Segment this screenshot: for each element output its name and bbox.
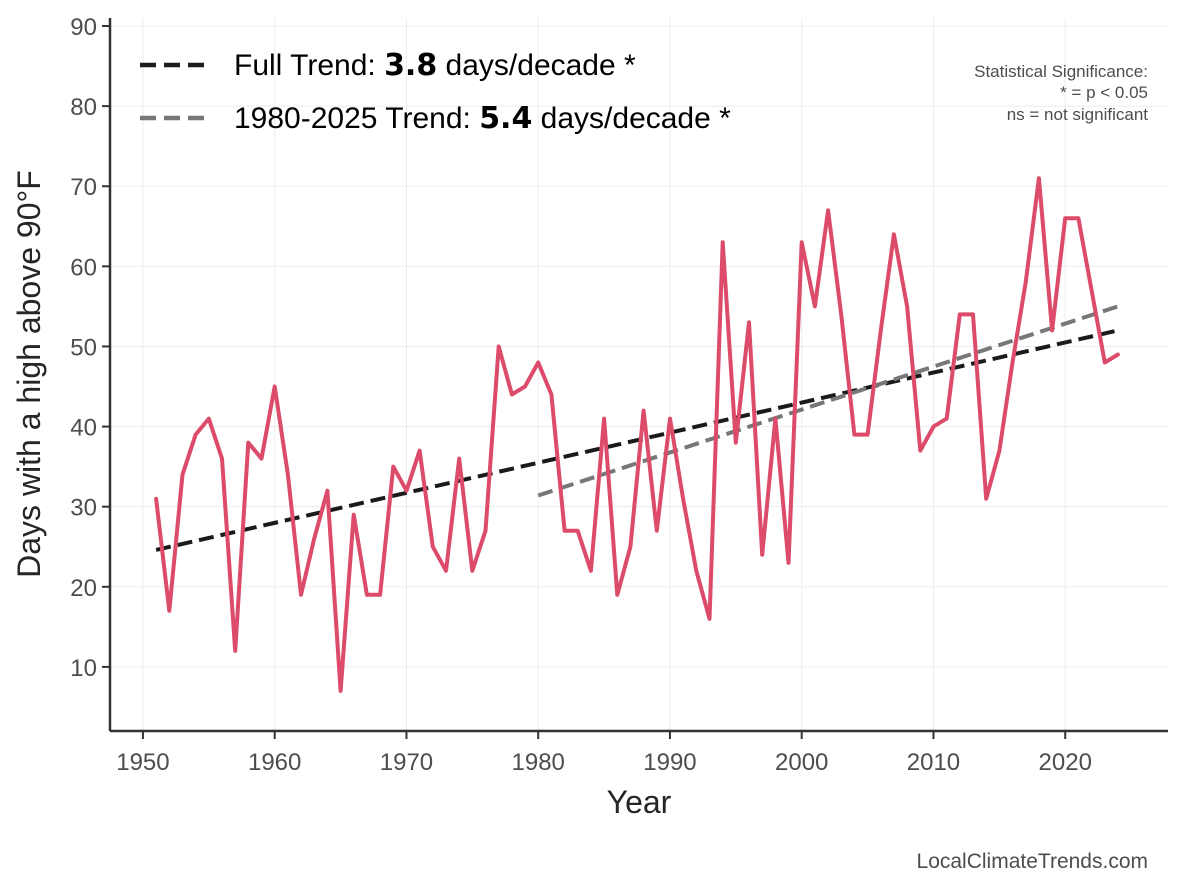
series-line-0: [154, 176, 1120, 693]
y-tick-label: 90: [70, 14, 97, 41]
x-tick-label: 2010: [907, 749, 960, 776]
x-tick-label: 1990: [643, 749, 696, 776]
y-tick-label: 10: [70, 655, 97, 682]
x-axis-title: Year: [607, 784, 672, 820]
legend-label-full-trend: Full Trend: 3.8 days/decade *: [234, 48, 636, 83]
x-tick-label: 1950: [116, 749, 169, 776]
y-tick-label: 60: [70, 254, 97, 281]
legend: Full Trend: 3.8 days/decade * 1980-2025 …: [140, 48, 731, 136]
y-tick-label: 50: [70, 334, 97, 361]
y-tick-label: 70: [70, 174, 97, 201]
y-axis-title: Days with a high above 90°F: [11, 170, 47, 578]
trend-lines: [155, 304, 1119, 552]
legend-label-recent-trend: 1980-2025 Trend: 5.4 days/decade *: [234, 101, 731, 136]
x-tick-label: 1960: [248, 749, 301, 776]
x-tick-label: 1980: [512, 749, 565, 776]
significance-title: Statistical Significance:: [974, 62, 1148, 81]
x-tick-label: 2000: [775, 749, 828, 776]
trend-line-0: [155, 328, 1119, 552]
trend-line-1: [537, 304, 1119, 498]
y-ticks: 10 20 30 40 50 60 70 80 90: [70, 14, 110, 682]
x-ticks: 1950 1960 1970 1980 1990 2000 2010 2020: [116, 731, 1092, 776]
significance-note: Statistical Significance: * = p < 0.05 n…: [974, 62, 1148, 124]
significance-star: * = p < 0.05: [1060, 83, 1148, 102]
y-tick-label: 30: [70, 495, 97, 522]
axes: [108, 18, 1168, 733]
grid: [110, 18, 1168, 731]
significance-ns: ns = not significant: [1007, 105, 1149, 124]
x-tick-label: 1970: [380, 749, 433, 776]
y-tick-label: 80: [70, 94, 97, 121]
source-credit: LocalClimateTrends.com: [917, 850, 1148, 873]
series-lines: [154, 176, 1120, 693]
y-tick-label: 40: [70, 415, 97, 442]
y-tick-label: 20: [70, 575, 97, 602]
x-tick-label: 2020: [1039, 749, 1092, 776]
